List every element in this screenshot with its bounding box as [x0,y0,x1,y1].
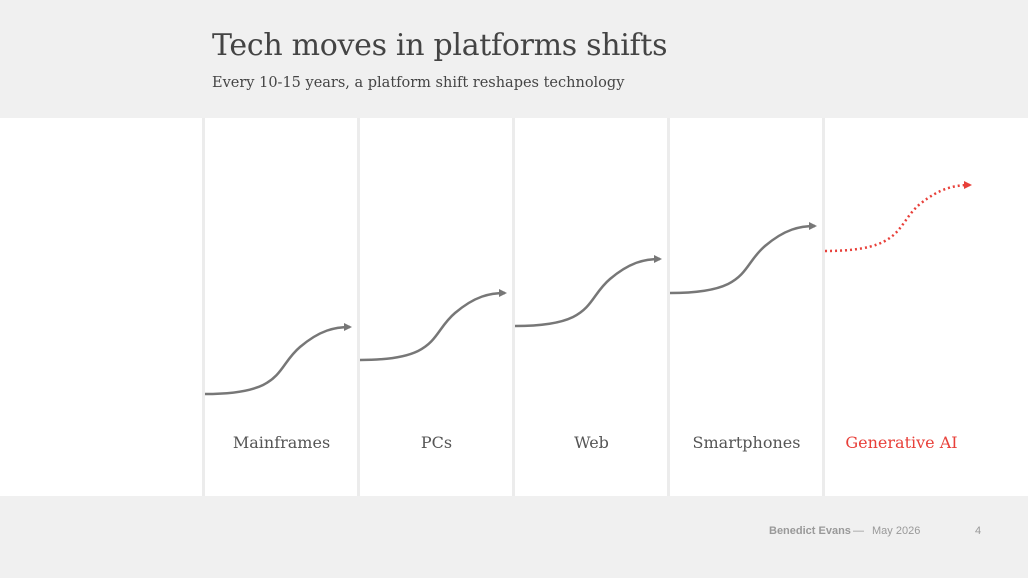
column-divider [512,118,515,496]
stage-label-pcs: PCs [420,433,453,452]
mainframes-curve [204,323,352,396]
column-divider [202,118,205,496]
column-divider [667,118,670,496]
stage-label-mainframes: Mainframes [232,433,331,452]
web-curve [514,255,662,328]
stage-label-generative-ai: Generative AI [845,433,958,452]
stage-label-web: Web [574,433,609,452]
page-number: 4 [975,525,982,537]
footer-author: Benedict Evans [769,525,851,537]
pcs-curve [359,289,507,362]
footer-date: May 2026 [872,525,921,537]
footer-separator: — [853,525,864,537]
slide-header: Tech moves in platforms shifts Every 10-… [0,0,1028,118]
slide-subtitle: Every 10-15 years, a platform shift resh… [212,75,625,91]
slide-title: Tech moves in platforms shifts [212,28,668,63]
column-divider [822,118,825,496]
generative-ai-curve [824,181,972,253]
smartphones-curve [669,222,817,295]
stage-label-smartphones: Smartphones [692,433,801,452]
column-divider [357,118,360,496]
